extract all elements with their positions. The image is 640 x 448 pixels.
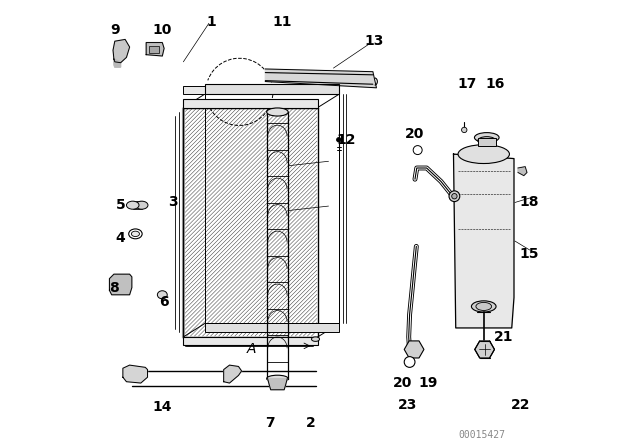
Text: 12: 12 (336, 133, 356, 147)
Circle shape (337, 138, 341, 142)
Circle shape (461, 127, 467, 133)
Bar (184, 86, 205, 94)
Text: 17: 17 (457, 77, 477, 91)
Text: 10: 10 (152, 23, 172, 38)
Bar (184, 337, 317, 345)
Circle shape (452, 194, 457, 199)
Text: 13: 13 (364, 34, 383, 48)
Text: 2: 2 (306, 416, 316, 431)
Ellipse shape (129, 229, 142, 239)
Text: 4: 4 (116, 231, 125, 246)
Polygon shape (266, 69, 376, 88)
Text: 20: 20 (405, 126, 425, 141)
Ellipse shape (472, 301, 496, 312)
Bar (478, 138, 496, 146)
Text: 3: 3 (168, 195, 178, 210)
Ellipse shape (474, 133, 499, 142)
Ellipse shape (127, 201, 139, 209)
Text: 6: 6 (159, 295, 169, 310)
Text: 23: 23 (397, 398, 417, 413)
Ellipse shape (476, 302, 492, 310)
Ellipse shape (312, 337, 319, 341)
Circle shape (449, 191, 460, 202)
Text: 16: 16 (486, 77, 506, 91)
Text: 00015427: 00015427 (459, 431, 506, 440)
Bar (184, 99, 317, 108)
Polygon shape (518, 167, 527, 176)
Text: 18: 18 (520, 195, 540, 210)
Ellipse shape (458, 145, 509, 164)
Bar (149, 46, 159, 53)
Polygon shape (268, 379, 287, 390)
Text: 11: 11 (272, 14, 292, 29)
Polygon shape (114, 59, 121, 67)
Polygon shape (123, 365, 148, 383)
Bar (205, 323, 339, 332)
Ellipse shape (157, 291, 167, 299)
Text: 19: 19 (419, 376, 438, 390)
Ellipse shape (136, 201, 148, 209)
Text: 5: 5 (116, 198, 125, 212)
Text: 9: 9 (110, 23, 120, 38)
Text: 22: 22 (511, 398, 531, 413)
Text: 8: 8 (109, 280, 119, 295)
Polygon shape (454, 154, 514, 328)
Polygon shape (109, 274, 132, 295)
Text: A: A (247, 341, 257, 356)
Ellipse shape (267, 108, 288, 116)
Text: 1: 1 (207, 14, 216, 29)
Polygon shape (224, 365, 242, 383)
Text: 15: 15 (520, 247, 540, 262)
Ellipse shape (478, 137, 496, 145)
Circle shape (413, 146, 422, 155)
Text: 21: 21 (494, 330, 513, 344)
Bar (205, 84, 339, 94)
Text: 14: 14 (152, 400, 172, 414)
Text: 20: 20 (393, 376, 413, 390)
Polygon shape (113, 39, 130, 63)
Ellipse shape (131, 231, 140, 237)
Text: 7: 7 (265, 416, 275, 431)
Ellipse shape (267, 375, 288, 382)
Circle shape (404, 357, 415, 367)
Polygon shape (146, 43, 164, 56)
